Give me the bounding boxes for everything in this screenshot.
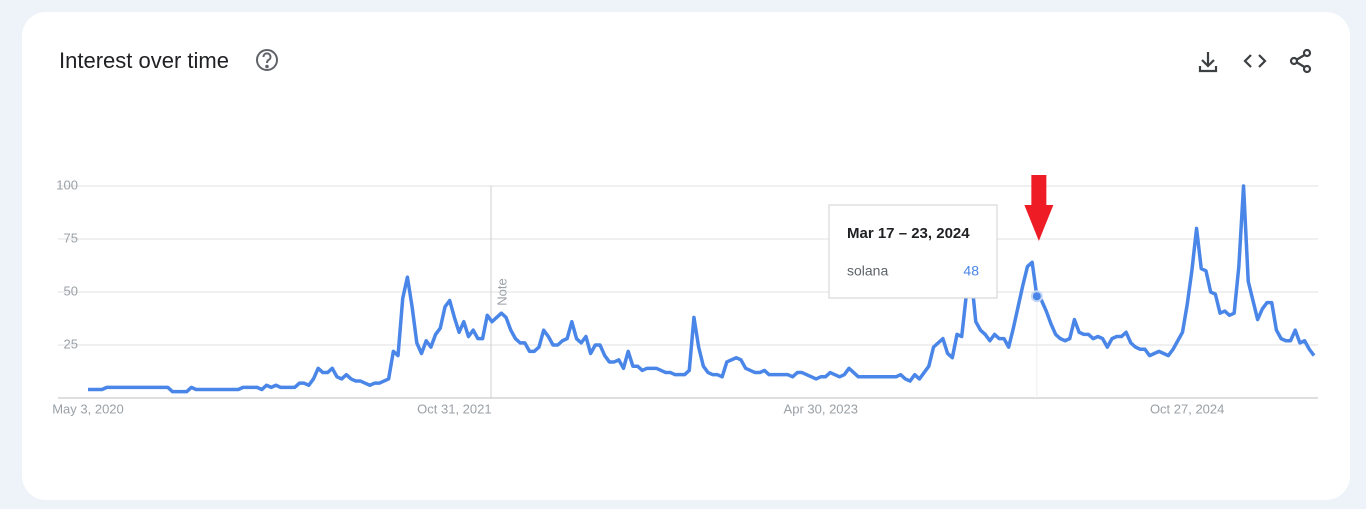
share-icon[interactable] bbox=[1289, 48, 1312, 74]
y-tick-label: 100 bbox=[56, 177, 78, 192]
red-arrow bbox=[1024, 175, 1054, 241]
x-tick-label: Oct 31, 2021 bbox=[417, 401, 491, 416]
y-tick-label: 25 bbox=[64, 336, 78, 351]
y-tick-label: 75 bbox=[64, 230, 78, 245]
chart-title: Interest over time bbox=[59, 48, 229, 73]
y-tick-label: 50 bbox=[64, 283, 78, 298]
help-icon[interactable] bbox=[256, 49, 278, 71]
hover-point bbox=[1030, 290, 1043, 303]
series-line bbox=[88, 184, 1316, 394]
tooltip-value: 48 bbox=[963, 263, 979, 279]
x-tick-label: May 3, 2020 bbox=[52, 401, 124, 416]
tooltip-box bbox=[828, 204, 998, 299]
tooltip-series-name: solana bbox=[847, 263, 888, 279]
card bbox=[22, 12, 1350, 500]
x-tick-label: Oct 27, 2024 bbox=[1150, 401, 1224, 416]
x-tick-label: Apr 30, 2023 bbox=[784, 401, 858, 416]
note-label: Note bbox=[494, 278, 509, 305]
tooltip-title: Mar 17 – 23, 2024 bbox=[847, 225, 970, 242]
download-icon[interactable] bbox=[1198, 52, 1218, 73]
embed-icon[interactable] bbox=[1243, 54, 1267, 68]
